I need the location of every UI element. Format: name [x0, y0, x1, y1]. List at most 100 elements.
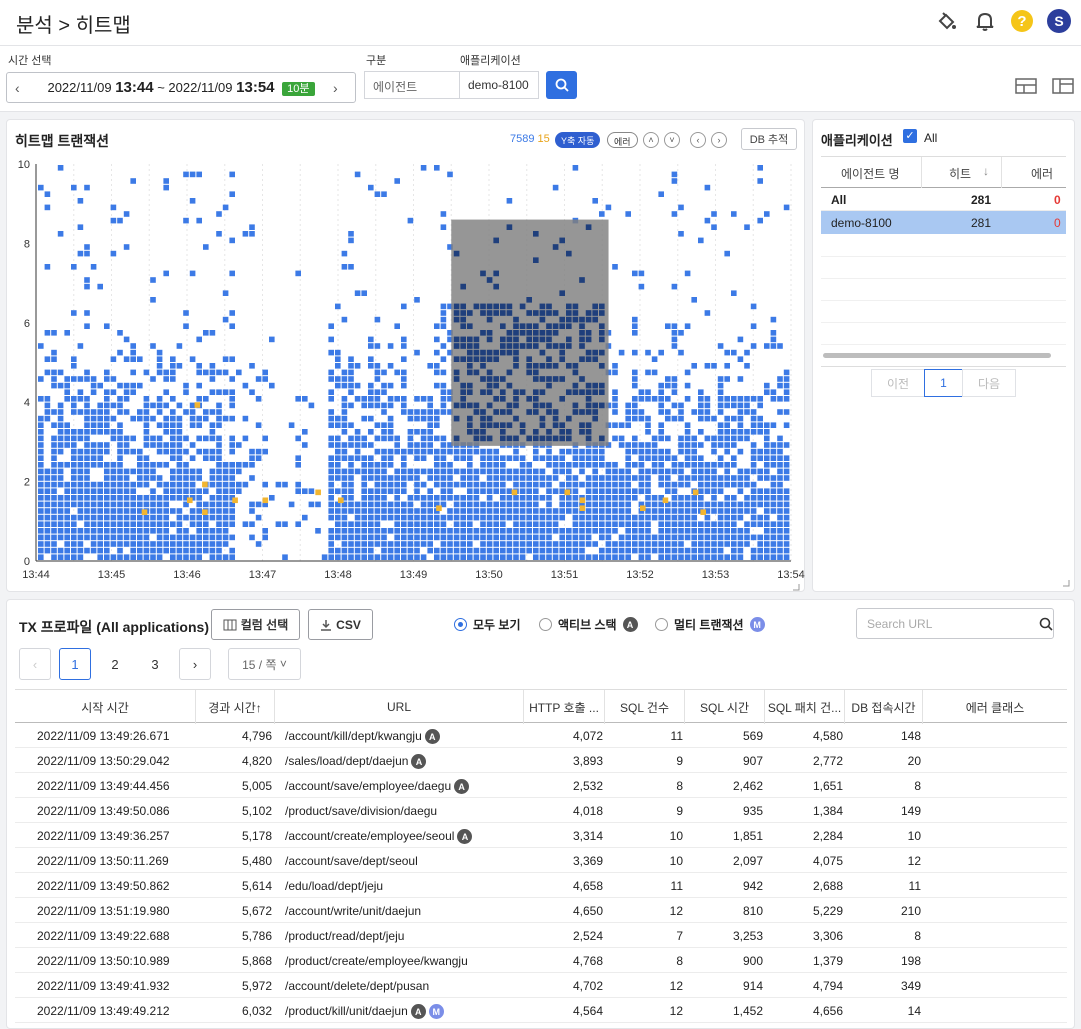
heatmap-cell[interactable] — [605, 541, 612, 547]
url-cell[interactable]: /product/read/dept/jeju — [285, 929, 405, 943]
selected-heatmap-cell[interactable] — [585, 396, 592, 402]
heatmap-cell[interactable] — [57, 415, 64, 422]
heatmap-cell[interactable] — [434, 528, 440, 534]
heatmap-cell[interactable] — [51, 455, 57, 461]
selected-heatmap-cell[interactable] — [460, 336, 466, 343]
heatmap-cell[interactable] — [440, 382, 447, 389]
heatmap-cell[interactable] — [216, 389, 222, 395]
heatmap-cell[interactable] — [295, 462, 301, 468]
heatmap-cell[interactable] — [585, 534, 592, 541]
heatmap-cell[interactable] — [671, 382, 678, 389]
heatmap-cell[interactable] — [447, 442, 453, 448]
selected-heatmap-cell[interactable] — [500, 349, 506, 356]
chevron-left-icon[interactable]: ‹ — [690, 132, 706, 148]
heatmap-cell[interactable] — [209, 475, 216, 481]
heatmap-cell[interactable] — [473, 501, 480, 508]
heatmap-cell[interactable] — [183, 310, 189, 316]
selected-heatmap-cell[interactable] — [585, 429, 592, 435]
heatmap-cell[interactable] — [407, 468, 414, 475]
heatmap-cell[interactable] — [143, 442, 150, 448]
heatmap-cell[interactable] — [698, 462, 704, 468]
heatmap-cell[interactable] — [519, 528, 526, 534]
heatmap-cell[interactable] — [84, 462, 90, 468]
heatmap-cell[interactable] — [328, 468, 334, 475]
heatmap-cell[interactable] — [599, 495, 605, 501]
heatmap-cell[interactable] — [57, 514, 64, 521]
heatmap-cell[interactable] — [407, 409, 414, 415]
heatmap-cell[interactable] — [341, 415, 348, 422]
heatmap-cell[interactable] — [57, 435, 64, 442]
heatmap-cell[interactable] — [196, 396, 202, 402]
heatmap-cell[interactable] — [684, 435, 691, 442]
heatmap-cell[interactable] — [744, 349, 750, 356]
heatmap-cell[interactable] — [506, 198, 513, 204]
heatmap-cell[interactable] — [651, 508, 658, 514]
heatmap-cell[interactable] — [599, 455, 605, 461]
heatmap-cell[interactable] — [137, 534, 143, 541]
heatmap-cell[interactable] — [678, 468, 684, 475]
heatmap-cell[interactable] — [38, 488, 44, 494]
heatmap-cell[interactable] — [183, 528, 189, 534]
heatmap-cell[interactable] — [453, 468, 460, 475]
heatmap-cell[interactable] — [77, 468, 84, 475]
heatmap-cell[interactable] — [671, 528, 678, 534]
selected-heatmap-cell[interactable] — [599, 402, 605, 409]
heatmap-cell[interactable] — [216, 442, 222, 448]
heatmap-cell[interactable] — [440, 501, 447, 508]
heatmap-cell[interactable] — [665, 501, 671, 508]
heatmap-cell[interactable] — [500, 521, 506, 527]
heatmap-cell[interactable] — [394, 534, 400, 541]
heatmap-cell[interactable] — [658, 402, 664, 409]
heatmap-cell[interactable] — [684, 369, 691, 376]
heatmap-cell[interactable] — [717, 396, 724, 402]
heatmap-cell[interactable] — [368, 495, 374, 501]
heatmap-cell[interactable] — [605, 495, 612, 501]
heatmap-cell[interactable] — [97, 402, 103, 409]
heatmap-cell[interactable] — [539, 475, 546, 481]
heatmap-cell[interactable] — [117, 382, 123, 389]
heatmap-cell[interactable] — [216, 409, 222, 415]
heatmap-cell[interactable] — [605, 547, 612, 554]
heatmap-cell[interactable] — [500, 508, 506, 514]
heatmap-cell[interactable] — [777, 488, 783, 494]
selected-heatmap-cell[interactable] — [546, 336, 552, 343]
heatmap-cell[interactable] — [480, 547, 486, 554]
heatmap-cell[interactable] — [374, 369, 381, 376]
radio-circle[interactable] — [454, 618, 467, 631]
heatmap-cell[interactable] — [519, 547, 526, 554]
heatmap-cell[interactable] — [183, 217, 189, 224]
heatmap-cell[interactable] — [480, 521, 486, 527]
selected-heatmap-cell[interactable] — [546, 303, 552, 310]
heatmap-cell[interactable] — [203, 488, 209, 494]
heatmap-cell[interactable] — [189, 481, 196, 488]
heatmap-cell[interactable] — [519, 468, 526, 475]
heatmap-cell[interactable] — [335, 435, 341, 442]
heatmap-cell[interactable] — [764, 455, 770, 461]
heatmap-cell[interactable] — [209, 369, 216, 376]
heatmap-cell[interactable] — [249, 534, 255, 541]
heatmap-cell[interactable] — [242, 481, 249, 488]
selected-heatmap-cell[interactable] — [480, 330, 486, 336]
heatmap-cell[interactable] — [625, 448, 631, 455]
heatmap-cell[interactable] — [84, 376, 90, 382]
selected-heatmap-cell[interactable] — [539, 389, 546, 395]
heatmap-cell[interactable] — [638, 521, 645, 527]
heatmap-cell[interactable] — [717, 514, 724, 521]
heatmap-cell[interactable] — [526, 488, 532, 494]
heatmap-cell[interactable] — [684, 534, 691, 541]
heatmap-cell[interactable] — [130, 389, 136, 395]
heatmap-cell[interactable] — [328, 528, 334, 534]
heatmap-cell[interactable] — [513, 448, 519, 455]
selected-heatmap-cell[interactable] — [460, 343, 466, 349]
heatmap-cell[interactable] — [64, 521, 70, 527]
heatmap-cell[interactable] — [381, 481, 387, 488]
heatmap-cell[interactable] — [414, 442, 420, 448]
heatmap-cell[interactable] — [381, 495, 387, 501]
selected-heatmap-cell[interactable] — [493, 396, 499, 402]
heatmap-cell[interactable] — [44, 495, 51, 501]
heatmap-cell[interactable] — [77, 541, 84, 547]
heatmap-cell[interactable] — [335, 547, 341, 554]
heatmap-cell[interactable] — [222, 495, 229, 501]
heatmap-cell[interactable] — [51, 541, 57, 547]
heatmap-cell[interactable] — [71, 435, 77, 442]
